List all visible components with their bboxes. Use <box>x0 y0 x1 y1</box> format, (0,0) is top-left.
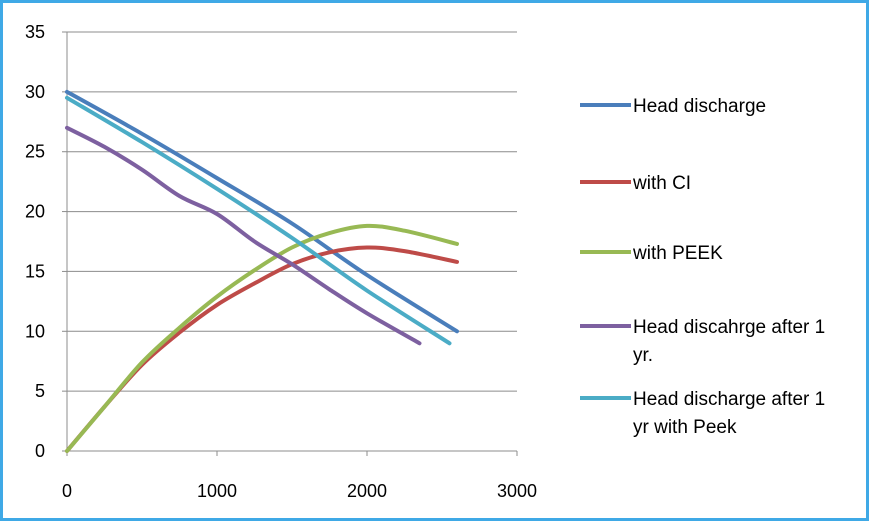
y-tick-label: 20 <box>25 202 45 222</box>
legend-entry-1: Head discharge <box>580 96 766 117</box>
legend-entry-3: with PEEK <box>580 243 723 264</box>
legend-label: Head discharge after 1 <box>633 389 825 410</box>
y-tick-label: 0 <box>35 441 45 461</box>
legend: Head discharge with CI with PEEK Head disca… <box>580 96 825 438</box>
y-tick-label: 10 <box>25 321 45 341</box>
legend-label: yr with Peek <box>633 417 737 438</box>
x-tick-label: 2000 <box>347 481 387 501</box>
y-tick-label: 5 <box>35 381 45 401</box>
y-tick-label: 25 <box>25 142 45 162</box>
legend-label: with PEEK <box>632 243 723 264</box>
series-line-4 <box>65 125 422 346</box>
legend-label: Head discharge <box>633 96 766 117</box>
gridlines <box>67 31 517 392</box>
series-lines <box>65 89 459 453</box>
series-line-1 <box>65 89 459 334</box>
legend-label: with CI <box>632 173 691 194</box>
tick-labels: 0 5 10 15 20 25 30 35 0 1000 2000 3000 <box>25 22 537 501</box>
series-line-5 <box>65 95 452 346</box>
x-tick-label: 0 <box>62 481 72 501</box>
legend-entry-2: with CI <box>580 173 691 194</box>
y-tick-label: 30 <box>25 82 45 102</box>
legend-entry-5: Head discharge after 1 yr with Peek <box>580 389 825 438</box>
legend-label: yr. <box>633 345 653 366</box>
y-tick-label: 15 <box>25 261 45 281</box>
legend-entry-4: Head discahrge after 1 yr. <box>580 317 825 366</box>
series-line-3 <box>65 223 459 453</box>
x-tick-label: 3000 <box>497 481 537 501</box>
y-tick-label: 35 <box>25 22 45 42</box>
legend-label: Head discahrge after 1 <box>633 317 825 338</box>
series-line-2 <box>65 245 459 453</box>
axes <box>62 31 518 456</box>
x-tick-label: 1000 <box>197 481 237 501</box>
